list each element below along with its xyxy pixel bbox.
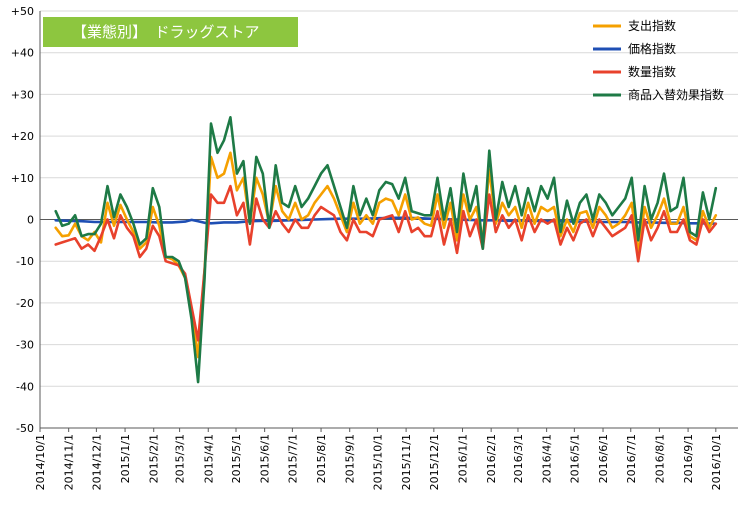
legend-label-2: 数量指数 — [628, 64, 676, 79]
x-tick-label: 2016/2/1 — [485, 434, 498, 483]
x-tick-label: 2015/12/1 — [428, 434, 441, 490]
chart-title-text: 【業態別】 ドラッグストア — [72, 23, 260, 41]
legend-label-1: 価格指数 — [628, 41, 676, 56]
series-line-3 — [54, 116, 718, 384]
y-tick-label: -40 — [16, 380, 34, 393]
x-tick-label: 2015/8/1 — [315, 434, 328, 483]
y-tick-label: +30 — [11, 88, 34, 101]
legend-label-3: 商品入替効果指数 — [628, 87, 724, 102]
x-tick-label: 2016/3/1 — [512, 434, 525, 483]
y-axis-ticks: +50 +40 +30 +20 +10 0 -10 -20 -30 -40 -50 — [11, 5, 34, 435]
x-tick-label: 2016/1/1 — [456, 434, 469, 483]
y-tick-label: -10 — [16, 255, 34, 268]
x-tick-label: 2014/10/1 — [34, 434, 47, 490]
chart-title-box — [43, 17, 298, 47]
series-lines — [54, 116, 718, 384]
x-tick-label: 2015/3/1 — [174, 434, 187, 483]
x-tick-label: 2016/7/1 — [625, 434, 638, 483]
x-tick-label: 2014/12/1 — [90, 434, 103, 490]
x-axis-ticks: 2014/10/1 2014/11/1 2014/12/1 2015/1/1 2015/… — [34, 428, 723, 490]
y-tick-label: +50 — [11, 5, 34, 18]
y-tick-label: -30 — [16, 339, 34, 352]
legend-label-0: 支出指数 — [628, 18, 676, 33]
y-tick-label: +40 — [11, 47, 34, 60]
y-tick-label: +20 — [11, 130, 34, 143]
x-tick-label: 2016/6/1 — [597, 434, 610, 483]
x-tick-label: 2015/5/1 — [230, 434, 243, 483]
y-tick-label: 0 — [27, 214, 34, 227]
y-tick-label: -20 — [16, 297, 34, 310]
x-tick-label: 2015/11/1 — [400, 434, 413, 490]
y-tick-label: +10 — [11, 172, 34, 185]
x-tick-label: 2015/7/1 — [286, 434, 299, 483]
x-tick-label: 2016/8/1 — [653, 434, 666, 483]
series-line-2 — [54, 184, 718, 342]
x-tick-label: 2015/10/1 — [371, 434, 384, 490]
x-tick-label: 2014/11/1 — [63, 434, 76, 490]
x-tick-label: 2015/2/1 — [148, 434, 161, 483]
x-tick-label: 2015/9/1 — [344, 434, 357, 483]
y-tick-label: -50 — [16, 422, 34, 435]
x-tick-label: 2015/1/1 — [119, 434, 132, 483]
x-tick-label: 2016/4/1 — [541, 434, 554, 483]
x-tick-label: 2015/4/1 — [202, 434, 215, 483]
x-tick-label: 2015/6/1 — [259, 434, 272, 483]
x-tick-label: 2016/5/1 — [568, 434, 581, 483]
chart-title: 【業態別】 ドラッグストア — [43, 17, 298, 47]
x-tick-label: 2016/10/1 — [710, 434, 723, 490]
x-tick-label: 2016/9/1 — [682, 434, 695, 483]
